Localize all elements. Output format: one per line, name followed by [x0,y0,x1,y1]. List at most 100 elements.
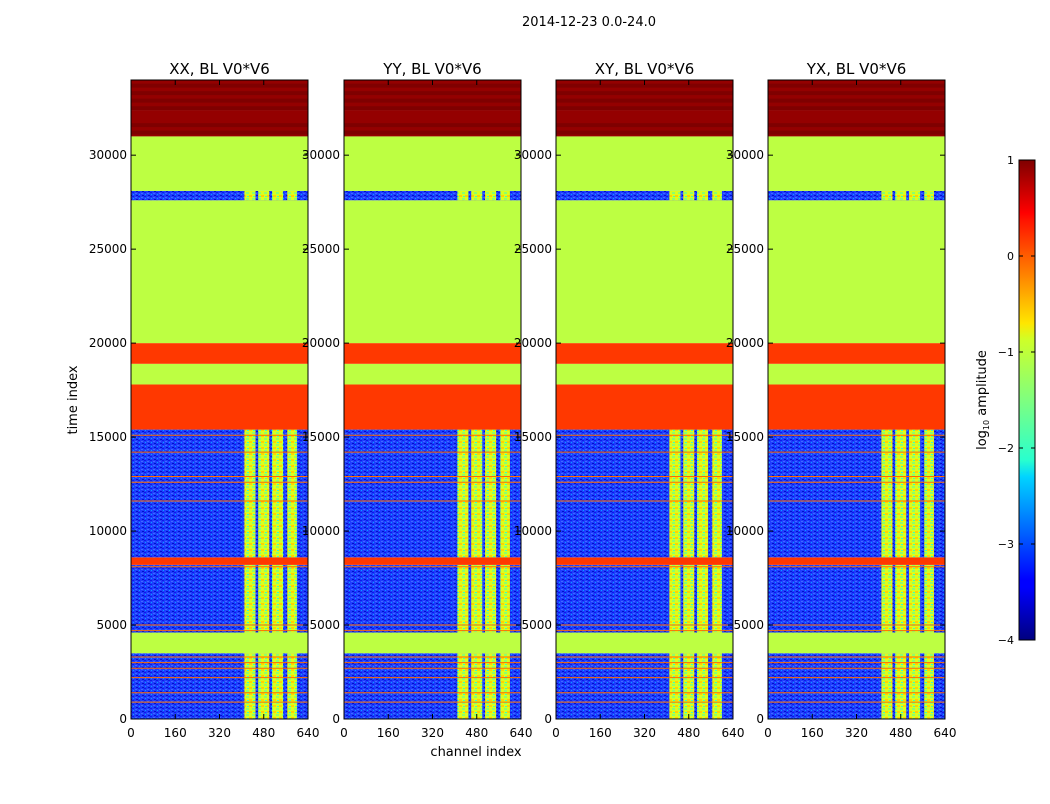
rfi-channel-column [471,564,483,626]
rfi-channel-column [697,429,709,558]
rfi-channel-column [669,625,681,633]
rfi-channel-column [712,625,722,633]
rfi-channel-column [244,653,256,719]
y-tick-label: 0 [544,712,552,726]
x-tick-label: 640 [510,726,533,740]
y-tick-label: 30000 [302,148,340,162]
rfi-channel-column [881,429,893,558]
heatmap-band [131,625,308,633]
rfi-channel-column [457,653,469,719]
x-tick-label: 0 [764,726,772,740]
heatmap-band [131,343,308,364]
rfi-channel-column [909,625,921,633]
rfi-channel-column [500,190,510,201]
y-tick-label: 25000 [514,242,552,256]
heatmap-band [556,343,733,364]
rfi-channel-column [485,653,497,719]
x-tick-label: 0 [552,726,560,740]
heatmap-band [344,625,521,633]
rfi-channel-column [471,653,483,719]
heatmap-band [768,384,945,430]
rfi-channel-column [924,190,934,201]
x-tick-label: 160 [801,726,824,740]
heatmap-band [768,200,945,344]
rfi-channel-column [457,625,469,633]
panel-title: YY, BL V0*V6 [382,60,481,78]
rfi-channel-column [697,190,709,201]
rfi-channel-column [895,653,907,719]
rfi-channel-column [712,653,722,719]
colorbar: 10−1−2−3−4 log10 amplitude [975,154,1036,647]
heatmap-band [556,200,733,344]
x-tick-label: 160 [377,726,400,740]
rfi-channel-column [500,625,510,633]
heatmap-band [131,200,308,344]
y-tick-label: 25000 [302,242,340,256]
y-tick-label: 5000 [309,618,340,632]
heatmap-band [768,363,945,385]
rfi-channel-column [909,564,921,626]
rfi-channel-column [485,429,497,558]
rfi-channel-column [697,564,709,626]
heatmap-band [556,632,733,654]
colorbar-tick-label: 1 [1007,154,1014,167]
rfi-channel-column [485,564,497,626]
rfi-channel-column [924,564,934,626]
colorbar-label-base: log [975,430,990,450]
rfi-channel-column [457,429,469,558]
panel-1: YY, BL V0*V6 0 160 320 480 640 0 5000 10000 15000… [302,60,533,740]
rfi-channel-column [881,190,893,201]
heatmap-band [556,625,733,633]
rfi-channel-column [683,190,695,201]
rfi-channel-column [287,190,297,201]
y-tick-label: 20000 [89,336,127,350]
rfi-channel-column [244,190,256,201]
rfi-channel-column [272,564,284,626]
rfi-channel-column [895,564,907,626]
rfi-channel-column [471,625,483,633]
colorbar-label: log10 amplitude [975,350,991,450]
rfi-channel-column [500,564,510,626]
heatmap-band [131,190,308,201]
y-tick-label: 20000 [302,336,340,350]
x-tick-label: 160 [164,726,187,740]
rfi-channel-column [881,653,893,719]
rfi-channel-column [500,429,510,558]
panel-title: XX, BL V0*V6 [169,60,270,78]
heatmap-band [344,343,521,364]
rfi-channel-column [258,625,270,633]
y-tick-label: 5000 [521,618,552,632]
rfi-channel-column [669,564,681,626]
rfi-channel-column [712,190,722,201]
rfi-channel-column [924,653,934,719]
y-tick-label: 0 [756,712,764,726]
panel-title: XY, BL V0*V6 [595,60,695,78]
heatmap-band [344,384,521,430]
heatmap-band [344,190,521,201]
rfi-channel-column [258,653,270,719]
x-tick-label: 480 [252,726,275,740]
x-tick-label: 480 [677,726,700,740]
heatmap-band [131,136,308,191]
panel-2: XY, BL V0*V6 0 160 320 480 640 0 5000 10000 15000… [514,60,745,740]
x-tick-label: 0 [127,726,135,740]
heatmap-band [131,363,308,385]
y-tick-label: 0 [119,712,127,726]
rfi-channel-column [272,190,284,201]
rfi-channel-column [471,190,483,201]
colorbar-tick-label: −2 [998,442,1014,455]
y-tick-label: 0 [332,712,340,726]
y-tick-label: 10000 [89,524,127,538]
colorbar-label-subscript: 10 [982,420,991,430]
y-tick-label: 15000 [89,430,127,444]
panel-title: YX, BL V0*V6 [806,60,907,78]
rfi-channel-column [895,190,907,201]
heatmap-band [556,190,733,201]
rfi-channel-column [272,653,284,719]
x-tick-label: 320 [208,726,231,740]
rfi-channel-column [457,190,469,201]
y-tick-label: 10000 [726,524,764,538]
x-tick-label: 640 [934,726,957,740]
y-tick-label: 20000 [514,336,552,350]
